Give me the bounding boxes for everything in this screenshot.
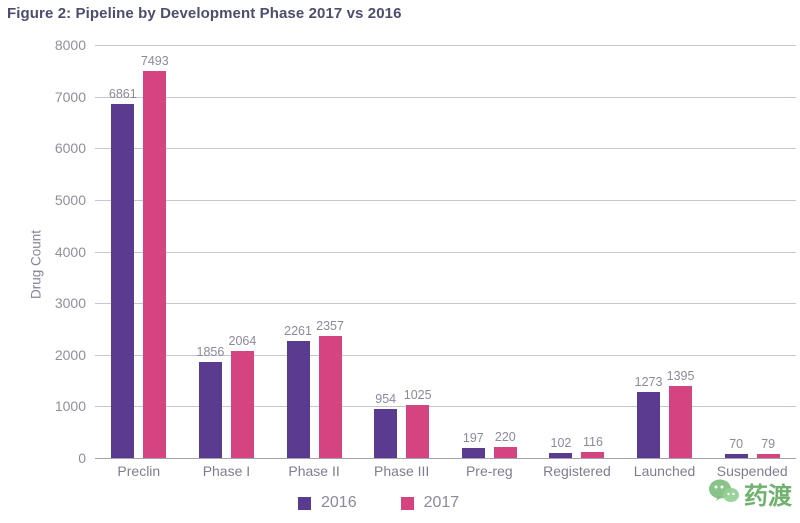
gridline-7000 — [95, 96, 796, 98]
bar-2017-launched — [669, 385, 693, 458]
bar-2016-phase-ii — [286, 341, 310, 458]
gridline-4000 — [95, 251, 796, 253]
x-label-launched: Launched — [633, 463, 696, 479]
legend-label-2016: 2016 — [321, 494, 357, 511]
value-label-2016-phase-iii: 954 — [375, 391, 397, 406]
watermark: 药渡 — [708, 476, 792, 511]
bar-2017-phase-ii — [318, 336, 342, 458]
x-label-phase-ii: Phase II — [288, 463, 340, 479]
y-tick-3000: 3000 — [54, 295, 86, 312]
value-label-2017-phase-iii: 1025 — [403, 388, 432, 403]
chart-legend: 2016 2017 — [298, 494, 459, 512]
y-tick-8000: 8000 — [54, 37, 86, 53]
y-tick-1000: 1000 — [54, 398, 86, 415]
x-label-preclin: Preclin — [117, 463, 161, 479]
y-tick-2000: 2000 — [54, 346, 86, 363]
bar-2017-preclin — [143, 71, 167, 458]
y-tick-7000: 7000 — [54, 88, 86, 105]
gridline-6000 — [95, 148, 796, 150]
value-label-2016-pre-reg: 197 — [462, 430, 484, 445]
bar-2016-phase-i — [198, 362, 222, 458]
bar-2017-phase-iii — [406, 405, 430, 458]
chart-title: Figure 2: Pipeline by Development Phase … — [7, 5, 402, 22]
legend-item-2016: 2016 — [298, 494, 357, 512]
legend-swatch-2017 — [400, 496, 414, 510]
legend-item-2017: 2017 — [400, 494, 460, 512]
y-tick-4000: 4000 — [54, 243, 86, 260]
bar-2017-pre-reg — [493, 446, 517, 458]
gridline-8000 — [95, 45, 796, 46]
bar-2016-phase-iii — [374, 408, 398, 458]
legend-label-2017: 2017 — [423, 494, 460, 511]
gridline-1000 — [95, 406, 796, 408]
value-label-2016-registered: 102 — [550, 435, 572, 450]
bar-2017-suspended — [756, 453, 780, 458]
plot-area: 6861 7493 1856 2064 2261 2357 954 1025 197 220 102… — [95, 45, 796, 459]
value-label-2017-launched: 1395 — [666, 368, 695, 383]
value-label-2016-launched: 1273 — [634, 375, 663, 390]
x-label-suspended: Suspended — [716, 463, 788, 479]
value-label-2016-phase-ii: 2261 — [284, 324, 312, 339]
value-label-2016-preclin: 6861 — [108, 86, 137, 101]
value-label-2017-preclin: 7493 — [140, 54, 169, 69]
bar-2016-suspended — [724, 454, 748, 458]
value-label-2016-suspended: 70 — [729, 437, 744, 452]
x-label-pre-reg: Pre-reg — [465, 463, 513, 479]
value-label-2017-pre-reg: 220 — [494, 429, 516, 444]
x-axis-labels: Preclin Phase I Phase II Phase III Pre-reg Re… — [95, 463, 796, 481]
legend-swatch-2016 — [298, 496, 311, 510]
watermark-logo-icon — [708, 477, 740, 510]
value-label-2016-phase-i: 1856 — [196, 345, 225, 360]
bar-2017-registered — [581, 452, 605, 458]
bar-2017-phase-i — [230, 351, 254, 458]
x-label-phase-iii: Phase III — [374, 463, 430, 479]
bar-2016-registered — [549, 452, 573, 458]
gridline-0 — [95, 458, 796, 459]
y-tick-5000: 5000 — [54, 191, 86, 208]
value-label-2017-registered: 116 — [582, 435, 603, 449]
gridline-2000 — [95, 354, 796, 356]
x-label-registered: Registered — [543, 463, 611, 479]
gridline-3000 — [95, 303, 796, 305]
value-label-2017-suspended: 79 — [761, 436, 776, 451]
bar-2016-launched — [637, 392, 661, 458]
y-tick-6000: 6000 — [54, 140, 86, 157]
watermark-text: 药渡 — [744, 482, 792, 510]
bar-2016-pre-reg — [461, 447, 485, 458]
y-tick-0: 0 — [78, 450, 86, 466]
gridline-5000 — [95, 199, 796, 201]
x-label-phase-i: Phase I — [202, 463, 251, 479]
value-label-2017-phase-i: 2064 — [228, 334, 257, 349]
value-label-2017-phase-ii: 2357 — [316, 319, 344, 334]
bar-2016-preclin — [111, 103, 135, 458]
